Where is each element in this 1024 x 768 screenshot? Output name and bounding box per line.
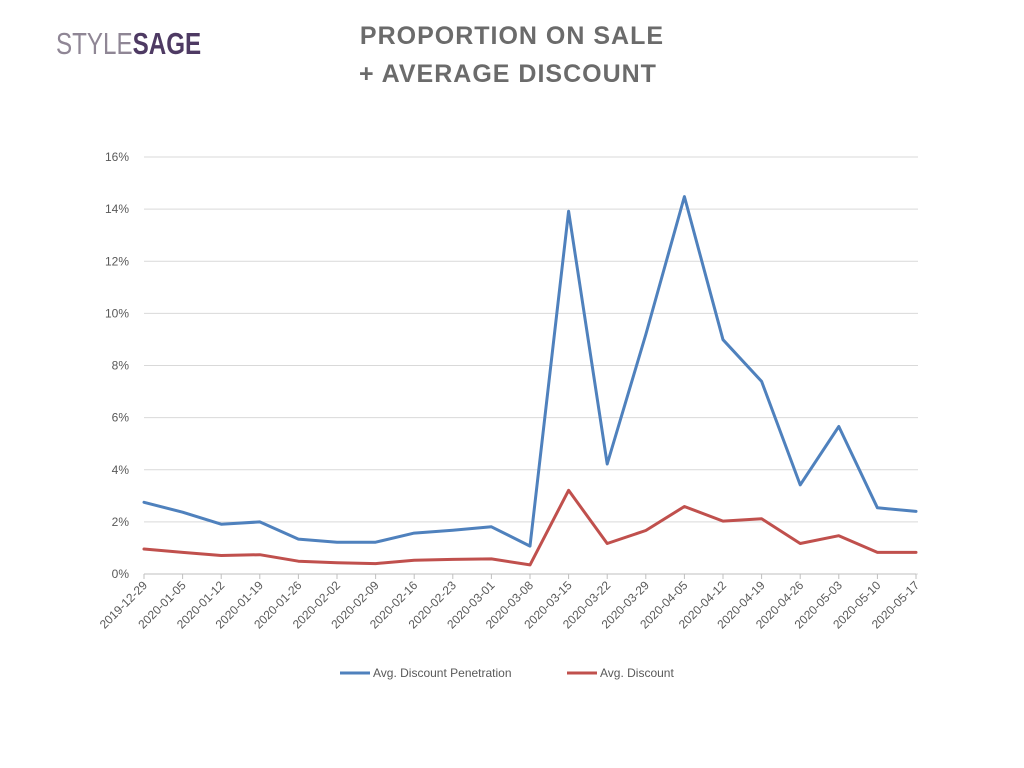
legend-label-2: Avg. Discount	[600, 666, 674, 680]
series-line-2	[142, 488, 918, 567]
chart-title-line-1: PROPORTION ON SALE	[359, 22, 665, 50]
y-tick-label: 8%	[112, 359, 130, 373]
y-tick-label: 16%	[105, 150, 129, 164]
y-tick-label: 12%	[105, 254, 129, 268]
legend-label-1: Avg. Discount Penetration	[373, 666, 512, 680]
y-tick-label: 4%	[112, 463, 130, 477]
y-tick-label: 0%	[112, 567, 130, 581]
series-line-1	[142, 195, 918, 548]
y-tick-label: 14%	[105, 202, 129, 216]
y-tick-label: 2%	[112, 515, 130, 529]
y-tick-label: 6%	[112, 411, 130, 425]
y-tick-label: 10%	[105, 306, 129, 320]
chart-title-line-2: + AVERAGE DISCOUNT	[359, 60, 657, 88]
stylesage-logo: STYLESAGE	[56, 26, 202, 61]
